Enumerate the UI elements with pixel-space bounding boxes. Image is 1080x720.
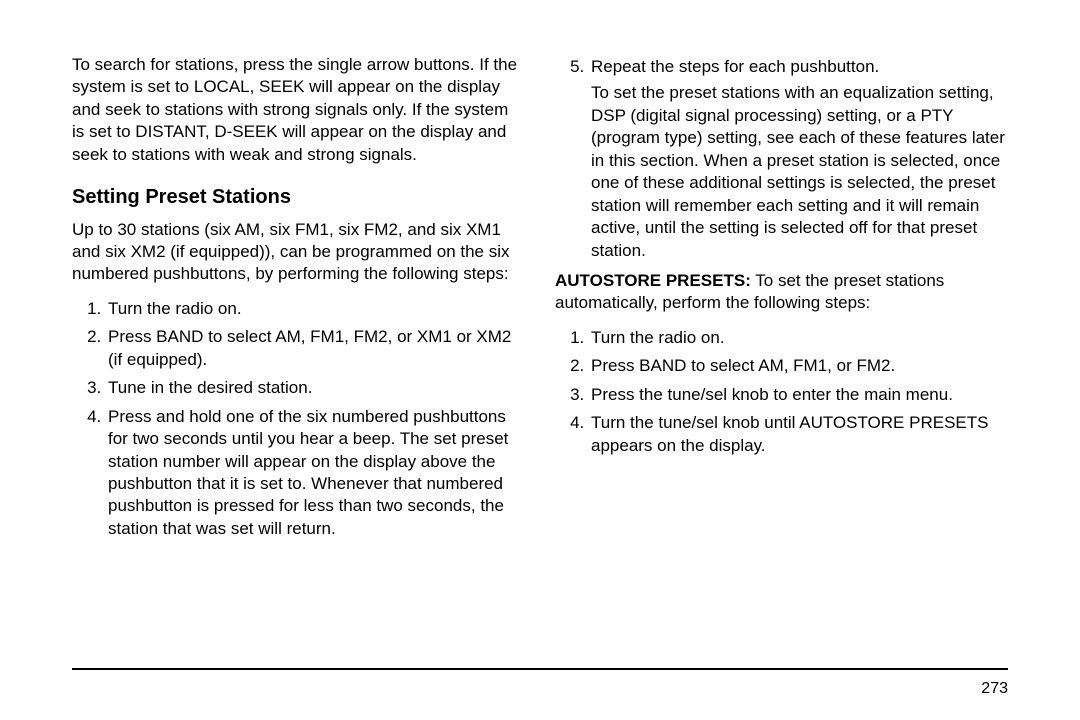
list-item: Turn the radio on. <box>106 298 525 320</box>
autostore-steps-list: Turn the radio on. Press BAND to select … <box>555 327 1008 457</box>
page-number: 273 <box>981 680 1008 698</box>
section-heading: Setting Preset Stations <box>72 184 525 210</box>
list-item: Turn the tune/sel knob until AUTOSTORE P… <box>589 412 1008 457</box>
list-item: Tune in the desired station. <box>106 377 525 399</box>
preset-steps-continued: Repeat the steps for each pushbutton. To… <box>555 56 1008 262</box>
list-item: Turn the radio on. <box>589 327 1008 349</box>
autostore-label: AUTOSTORE PRESETS: <box>555 271 751 290</box>
right-column: Repeat the steps for each pushbutton. To… <box>555 54 1008 546</box>
left-column: To search for stations, press the single… <box>72 54 525 546</box>
lead-paragraph: Up to 30 stations (six AM, six FM1, six … <box>72 219 525 286</box>
step5-text: Repeat the steps for each pushbutton. <box>591 57 879 76</box>
intro-paragraph: To search for stations, press the single… <box>72 54 525 166</box>
autostore-intro: AUTOSTORE PRESETS: To set the preset sta… <box>555 270 1008 315</box>
preset-steps-list: Turn the radio on. Press BAND to select … <box>72 298 525 540</box>
two-column-layout: To search for stations, press the single… <box>72 54 1008 546</box>
footer-rule <box>72 668 1008 670</box>
list-item: Press and hold one of the six numbered p… <box>106 406 525 541</box>
step5-detail: To set the preset stations with an equal… <box>591 82 1008 262</box>
manual-page: To search for stations, press the single… <box>0 0 1080 720</box>
list-item: Press the tune/sel knob to enter the mai… <box>589 384 1008 406</box>
list-item: Repeat the steps for each pushbutton. To… <box>589 56 1008 262</box>
list-item: Press BAND to select AM, FM1, FM2, or XM… <box>106 326 525 371</box>
list-item: Press BAND to select AM, FM1, or FM2. <box>589 355 1008 377</box>
